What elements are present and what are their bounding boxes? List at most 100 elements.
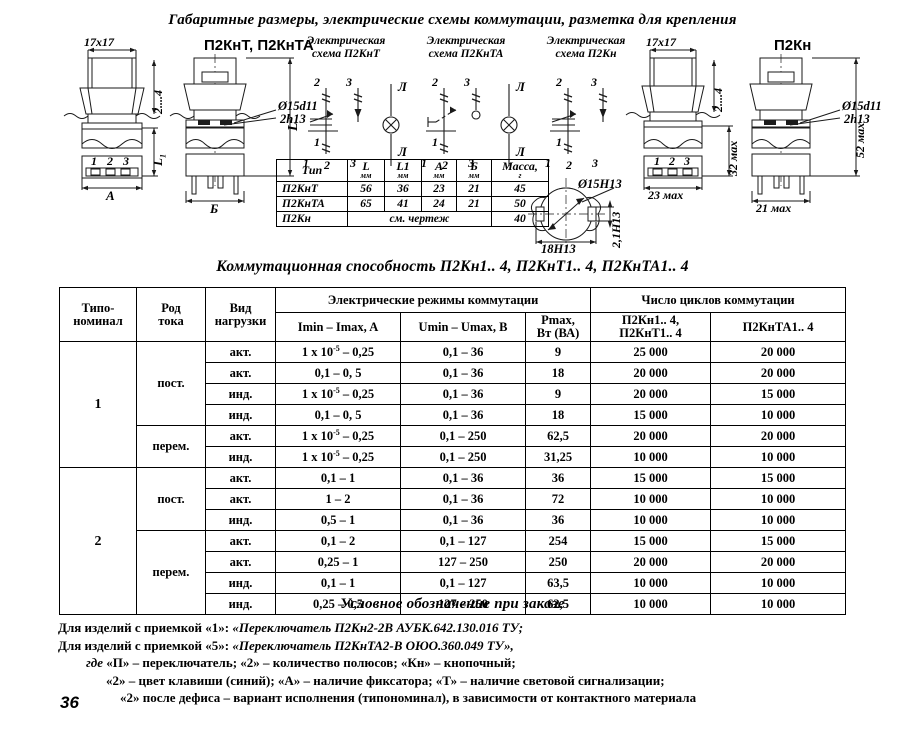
cap-cell-current-kind: перем. <box>136 530 206 615</box>
pin-number-3-right: 3 <box>684 154 690 168</box>
cap-cell-current-kind: пост. <box>136 467 206 531</box>
table-row: 2 пост. акт. 0,1 – 1 0,1 – 36 36 15 000 15 000 <box>59 467 847 615</box>
cap-th-current-kind-line2: тока <box>158 313 184 328</box>
cap-cell-voltage-range: 0,1 – 127 <box>400 572 526 594</box>
dim-cell-type: П2Кн <box>276 211 348 227</box>
dim-cell-type: П2КнТА <box>276 196 348 212</box>
cap-cell-load-type: акт. <box>205 551 276 573</box>
dim-cell-L: 56 <box>347 181 385 197</box>
order-line-3: где «П» – переключатель; «2» – количеств… <box>58 654 898 672</box>
drawing-svg <box>63 47 860 250</box>
exponent: -5 <box>333 448 340 458</box>
sch1-node-2: 2 <box>314 75 320 89</box>
cap-cell-cycles-p2knta: 20 000 <box>710 425 847 447</box>
cap-cell-cycles-p2kn: 10 000 <box>590 446 712 468</box>
cap-cell-cycles-p2knta: 20 000 <box>710 551 847 573</box>
dimension-table-row: П2КнТА 65 41 24 21 50 <box>276 196 549 212</box>
order-line-1: Для изделий с приемкой «1»: «Переключате… <box>58 619 898 637</box>
cap-cell-voltage-range: 0,1 – 127 <box>400 530 526 552</box>
order-designation-text: Для изделий с приемкой «1»: «Переключате… <box>58 619 898 707</box>
order-line-5: «2» после дефиса – вариант исполнения (т… <box>120 690 697 705</box>
cap-th-pmax-line2: Вт (ВА) <box>536 326 580 340</box>
hole-diameter-label: Ø15Н13 <box>578 177 622 191</box>
order-line-1-plain: Для изделий с приемкой «1»: <box>58 620 233 635</box>
order-line-4: «2» – цвет клавиши (синий); «А» – наличи… <box>106 672 665 688</box>
dim-th-L1-unit: мм <box>397 171 409 180</box>
cap-cell-cycles-p2knta: 15 000 <box>710 530 847 552</box>
cap-cell-cycles-p2knta: 10 000 <box>710 404 847 426</box>
cap-header-row-2: Imin – Imax, A Umin – Umax, B Pmax, Вт (… <box>60 312 847 342</box>
cap-th-load-type: Вид нагрузки <box>205 287 276 342</box>
table-row: акт. 0,1 – 0, 5 0,1 – 36 18 20 000 20 000 <box>60 362 847 384</box>
cap-cell-voltage-range: 0,1 – 36 <box>400 341 526 363</box>
order-line-2-plain: Для изделий с приемкой «5»: <box>58 637 233 653</box>
dimension-table-header-row: Тип L мм L1 мм A мм Б мм <box>276 159 549 182</box>
schematic-title-1-line1: Электрическая <box>306 35 386 47</box>
table-row: инд. 0,1 – 1 0,1 – 127 63,5 10 000 10 000 <box>60 572 847 594</box>
cap-cell-pmax: 62,5 <box>524 593 592 615</box>
cap-th-cycles-p2kn: П2Кн1.. 4, П2КнТ1.. 4 <box>590 312 712 342</box>
dim-gap-left: 2....4 <box>151 90 165 114</box>
schematic-title-2: Электрическая схема П2КнТА <box>414 35 518 61</box>
cap-th-current-kind-line1: Род <box>161 300 181 315</box>
cap-cell-current-range: 0,1 – 1 <box>275 467 401 489</box>
dim-diameter-right: Ø15d11 <box>842 99 882 113</box>
cap-cell-current-range: 1 х 10-5 – 0,25 <box>275 425 401 447</box>
cap-cell-cycles-p2kn: 10 000 <box>590 572 712 594</box>
table-row: 1 пост. акт. 1 х 10-5 – 0,25 0,1 – 36 9 25 000… <box>59 341 847 468</box>
cap-cell-pmax: 9 <box>524 383 592 405</box>
cap-cell-current-kind: пост. <box>136 341 206 426</box>
cap-cell-pmax: 18 <box>524 362 592 384</box>
page-number: 36 <box>60 693 79 712</box>
dim-square-left: 17x17 <box>84 35 114 49</box>
schematic-title-2-line1: Электрическая <box>426 35 506 47</box>
cap-cell-voltage-range: 0,1 – 36 <box>400 404 526 426</box>
dim-cell-mass: 40 <box>491 211 549 227</box>
cap-cell-current-range: 0,1 – 2 <box>275 530 401 552</box>
cap-table-body: 1 пост. акт. 1 х 10-5 – 0,25 0,1 – 36 9 25 000… <box>59 341 847 615</box>
cap-cell-load-type: инд. <box>205 509 276 531</box>
cap-cell-current-range: 0,1 – 0, 5 <box>275 404 401 426</box>
schematic-title-1-line2: схема П2КнТ <box>312 48 380 60</box>
sch1-lamp-top: Л <box>398 79 407 94</box>
cap-cell-cycles-p2kn: 20 000 <box>590 425 712 447</box>
cap-th-pmax: Pmax, Вт (ВА) <box>524 312 592 342</box>
cap-cell-cycles-p2knta: 10 000 <box>710 488 847 510</box>
schematic-title-2-line2: схема П2КнТА <box>428 48 504 60</box>
cap-th-cycles-p2kn-line1: П2Кн1.. 4, <box>621 313 680 327</box>
cap-cell-cycles-p2knta: 20 000 <box>710 362 847 384</box>
cap-cell-load-type: инд. <box>205 404 276 426</box>
cap-cell-load-type: акт. <box>205 341 276 363</box>
dim-square-right: 17x17 <box>646 35 676 49</box>
cap-cell-typonominal: 1 <box>59 341 137 468</box>
exponent: -5 <box>333 343 340 353</box>
schematic-title-3: Электрическая схема П2Кн <box>536 35 636 61</box>
hole-height-label: 2,1Н13 <box>609 211 623 248</box>
table-row: инд. 1 х 10-5 – 0,25 0,1 – 250 31,25 10 000 1… <box>60 446 847 468</box>
dim-th-mass: Масса, г <box>491 159 549 182</box>
cap-cell-current-range: 0,1 – 1 <box>275 572 401 594</box>
cap-th-typonominal: Типо- номинал <box>59 287 137 342</box>
sch2-node-1: 1 <box>432 135 438 149</box>
sch3-node-3: 3 <box>591 75 597 89</box>
dim-tolerance-left: 2h13 <box>280 112 306 126</box>
order-line-2: Для изделий с приемкой «5»: «Переключате… <box>58 637 898 655</box>
schematic-title-3-line2: схема П2Кн <box>555 48 617 60</box>
switching-capability-table: Типо- номинал Род тока Вид нагрузки Элек… <box>59 287 847 615</box>
cap-th-load-type-line2: нагрузки <box>214 313 267 328</box>
sch1-lamp-bottom: Л <box>398 144 407 159</box>
dim-th-L-unit: мм <box>360 171 372 180</box>
cap-cell-load-type: акт. <box>205 425 276 447</box>
dim-height-32max: 32 мах <box>726 140 740 176</box>
sch3-node-2: 2 <box>556 75 562 89</box>
cap-cell-voltage-range: 0,1 – 250 <box>400 446 526 468</box>
cap-cell-pmax: 250 <box>524 551 592 573</box>
dim-gap-right: 2....4 <box>711 88 725 112</box>
cap-th-cycles-p2kn-line2: П2КнТ1.. 4 <box>619 326 682 340</box>
cap-th-pmax-line1: Pmax, <box>541 313 575 327</box>
dim-width-21max: 21 мах <box>756 201 792 215</box>
cap-cell-pmax: 63,5 <box>524 572 592 594</box>
sch3-terminal-2: 2 <box>566 158 572 172</box>
dimension-table: Тип L мм L1 мм A мм Б мм <box>276 159 549 227</box>
